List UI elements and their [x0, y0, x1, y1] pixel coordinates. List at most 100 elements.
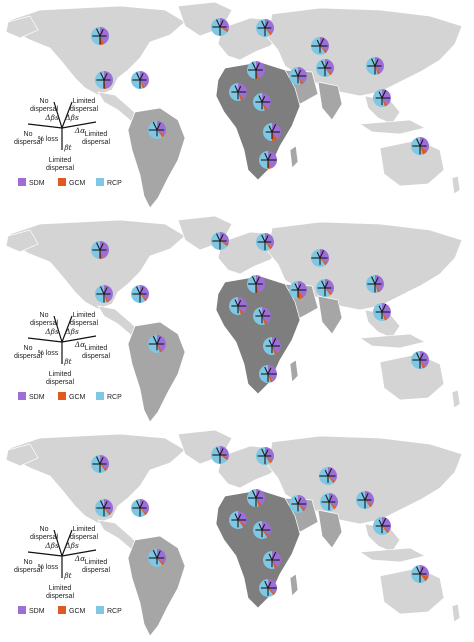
pie-slice-gcm	[220, 27, 229, 33]
legend-bottom: Limited dispersal	[46, 371, 74, 386]
pie-spoke	[99, 243, 104, 251]
pie-spoke	[271, 337, 277, 347]
pie-slice-gcm	[140, 80, 146, 89]
land-africa	[215, 275, 301, 395]
land-india	[317, 295, 343, 335]
pie-australia	[410, 137, 429, 155]
pie-southern-africa	[259, 151, 277, 169]
map-panel-1: No dispersal Limited dispersal Δβs Δβs No dispe…	[0, 0, 474, 214]
pie-slice-gcm	[272, 346, 278, 355]
pie-slice-gcm	[420, 360, 426, 369]
pie-spoke	[255, 276, 260, 285]
pie-slice-gcm	[262, 102, 268, 111]
pie-spoke	[139, 501, 144, 509]
land-indonesia	[358, 119, 426, 135]
map-panel-3: No dispersal Limited dispersal Δβs Δβs No dispe…	[0, 428, 474, 642]
pie-greenland	[211, 232, 230, 250]
land-nz	[451, 603, 461, 623]
legend-swatch-label-rcp: RCP	[107, 394, 122, 401]
legend-spoke	[27, 337, 63, 343]
pie-spoke	[139, 73, 144, 81]
pie-slice-gcm	[100, 250, 103, 259]
pie-slice-gcm	[329, 502, 337, 510]
land-asia	[267, 435, 463, 525]
pie-spoke	[99, 29, 104, 37]
pie-slice-gcm	[268, 374, 274, 383]
pie-spoke	[294, 497, 299, 505]
legend-spoke	[61, 121, 97, 129]
pie-spoke	[321, 60, 326, 69]
legend-spoke	[53, 101, 63, 129]
pie-slice-gcm	[325, 68, 333, 76]
pie-spoke	[103, 73, 108, 81]
pie-spoke	[319, 250, 325, 259]
pie-slice-gcm	[268, 588, 276, 596]
pie-spoke	[255, 62, 260, 71]
legend-spoke	[61, 549, 97, 557]
pie-spoke	[255, 490, 260, 499]
pie-spoke	[103, 501, 108, 509]
pie-slice-gcm	[256, 70, 259, 79]
land-indonesia	[358, 333, 426, 349]
pie-slice-gcm	[325, 288, 333, 296]
pie-spoke	[251, 62, 257, 71]
pie-spoke	[219, 234, 224, 242]
pie-caribbean	[131, 499, 149, 517]
pie-spoke	[361, 492, 366, 501]
pie-spoke	[378, 91, 383, 99]
pie-spoke	[324, 469, 329, 477]
legend-delta-beta-left: Δβs	[44, 113, 59, 122]
pie-spoke	[327, 468, 333, 477]
pie-spoke	[381, 89, 387, 99]
pie-slice-gcm	[382, 526, 390, 534]
pie-central-asia	[316, 59, 335, 77]
pie-central-africa	[263, 123, 281, 141]
legend-spoke	[61, 529, 73, 557]
pie-spoke	[234, 85, 239, 93]
pie-slice-gcm	[272, 132, 278, 141]
pie-australia	[411, 565, 429, 583]
legend-left: No dispersal	[14, 131, 42, 146]
land-madagascar	[289, 359, 299, 383]
legend-spoke	[61, 335, 97, 343]
pie-east-africa	[253, 93, 271, 111]
pie-slice-gcm	[298, 504, 306, 512]
legend-right: Limited dispersal	[82, 345, 110, 360]
pie-east-africa	[252, 521, 272, 539]
pie-spoke	[216, 19, 221, 28]
pie-east-asia	[365, 275, 385, 293]
pie-spoke	[264, 235, 269, 243]
pie-middle-east	[289, 495, 308, 513]
pie-spoke	[419, 567, 424, 575]
legend-swatch-rcp	[96, 178, 104, 186]
land-alaska	[5, 443, 39, 467]
pie-central-asia	[320, 493, 339, 511]
legend-swatch-label-gcm: GCM	[69, 180, 86, 187]
land-indonesia	[358, 547, 426, 563]
pie-spoke	[261, 524, 266, 531]
legend-right-metric: Δα	[74, 554, 85, 563]
pie-spoke	[267, 367, 272, 375]
legend-bottom-metric: βt	[63, 143, 72, 152]
legend-top-left: No dispersal	[30, 526, 58, 541]
land-asia	[267, 7, 463, 97]
pie-west-africa	[229, 83, 248, 102]
pie-spoke	[264, 366, 269, 375]
pie-spoke	[216, 447, 221, 456]
pie-southeast-asia	[372, 89, 391, 108]
pie-north-america-south	[95, 285, 113, 303]
pie-slice-gcm	[420, 146, 428, 155]
pie-slice-gcm	[256, 284, 259, 293]
legend-swatch-label-sdm: SDM	[29, 394, 45, 401]
legend-swatch-label-gcm: GCM	[69, 608, 86, 615]
legend-delta-beta-left: Δβs	[44, 327, 59, 336]
legend-left-metric: % loss	[38, 564, 59, 571]
pie-east-asia	[366, 57, 385, 75]
pie-spoke	[156, 550, 161, 559]
pie-sahara	[247, 61, 265, 79]
legend-top-right: Limited dispersal	[70, 312, 98, 327]
pie-spoke	[219, 20, 224, 28]
